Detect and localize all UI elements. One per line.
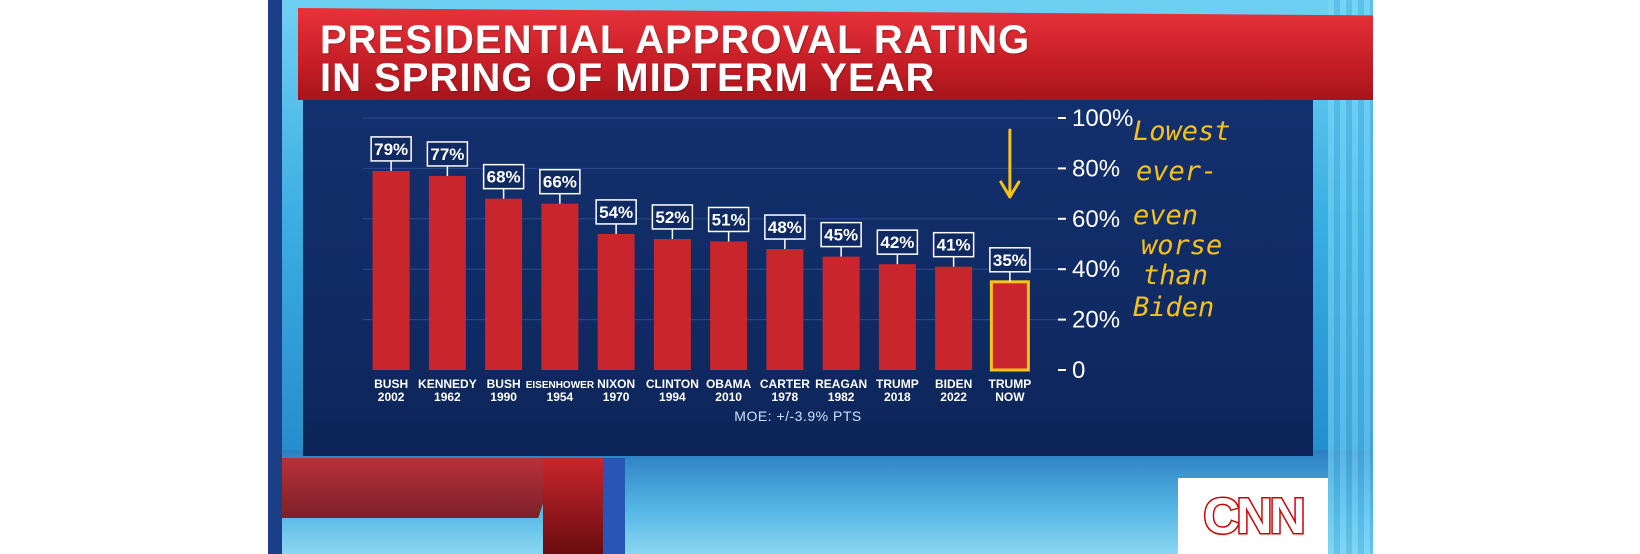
bar bbox=[710, 241, 748, 370]
value-label-box bbox=[595, 199, 637, 225]
title-banner: PRESIDENTIAL APPROVAL RATING IN SPRING O… bbox=[298, 8, 1373, 100]
category-label-name: BUSH bbox=[374, 377, 408, 391]
category-label-name: CLINTON bbox=[646, 377, 699, 391]
studio-red-panel-decoration bbox=[268, 458, 558, 518]
studio-edge-decoration bbox=[268, 0, 282, 554]
bar bbox=[597, 233, 635, 370]
value-label-box bbox=[764, 214, 806, 240]
value-label: 41% bbox=[937, 236, 971, 255]
value-label-box bbox=[820, 221, 862, 248]
approval-bar-chart: 020%40%60%80%100%79%BUSH200277%KENNEDY19… bbox=[363, 105, 1231, 424]
y-tick-label: 100% bbox=[1072, 105, 1133, 132]
category-label-name: BUSH bbox=[487, 377, 521, 391]
value-label: 48% bbox=[768, 218, 802, 237]
chart-panel: 0 20% 40% 60% 80% 100% 79% BUSH 2002 77% KENNEDY 19… bbox=[303, 100, 1313, 456]
moe-footnote: MOE: +/-3.9% PTS bbox=[734, 408, 861, 424]
category-label-year: 1970 bbox=[603, 390, 630, 404]
y-tick-label: 60% bbox=[1072, 206, 1120, 233]
category-label-name: BIDEN bbox=[935, 377, 972, 391]
handwritten-note-line: even bbox=[1133, 200, 1198, 231]
value-label: 68% bbox=[487, 168, 521, 187]
value-label-box bbox=[989, 247, 1031, 273]
category-label-name: NIXON bbox=[597, 377, 635, 391]
value-label-box bbox=[539, 168, 581, 195]
handwritten-note-line: Biden bbox=[1133, 292, 1214, 323]
category-label-year: 1978 bbox=[772, 390, 799, 404]
bar bbox=[878, 264, 916, 370]
value-label: 35% bbox=[993, 251, 1027, 270]
bar bbox=[372, 170, 410, 370]
value-label-box bbox=[482, 163, 525, 190]
category-label-name: REAGAN bbox=[815, 377, 867, 391]
category-label-name: TRUMP bbox=[989, 377, 1032, 391]
value-label: 54% bbox=[599, 203, 633, 222]
category-label-year: 1990 bbox=[490, 390, 517, 404]
category-label-year: NOW bbox=[995, 390, 1025, 404]
y-tick-label: 20% bbox=[1072, 307, 1120, 334]
bar bbox=[653, 238, 691, 370]
y-tick-label: 40% bbox=[1072, 256, 1120, 283]
value-label-box bbox=[651, 204, 694, 230]
category-label-year: 1962 bbox=[434, 390, 461, 404]
category-label-year: 1982 bbox=[828, 390, 855, 404]
bar bbox=[822, 256, 860, 370]
cnn-logo: CNN bbox=[1178, 478, 1328, 554]
category-label-name: KENNEDY bbox=[418, 377, 477, 391]
bar-highlighted bbox=[989, 280, 1030, 372]
y-tick-label: 0 bbox=[1072, 357, 1085, 384]
value-label-box bbox=[370, 136, 412, 162]
cnn-logo-text: CNN bbox=[1202, 487, 1307, 546]
chart-title-line-1: PRESIDENTIAL APPROVAL RATING bbox=[320, 18, 1031, 62]
handwritten-note-line: worse bbox=[1141, 230, 1222, 261]
category-label-year: 2010 bbox=[715, 390, 742, 404]
broadcast-frame: PRESIDENTIAL APPROVAL RATING IN SPRING O… bbox=[268, 0, 1373, 554]
bar bbox=[541, 203, 579, 370]
annotation-arrow-head-icon bbox=[999, 180, 1021, 199]
category-label-name: OBAMA bbox=[706, 377, 752, 391]
category-label-year: 1954 bbox=[547, 390, 574, 404]
handwritten-note-line: than bbox=[1143, 260, 1208, 291]
y-tick-label: 80% bbox=[1072, 155, 1120, 182]
value-label-box bbox=[707, 206, 750, 233]
category-label-name: EISENHOWER bbox=[526, 380, 595, 391]
bar bbox=[485, 198, 523, 370]
value-label: 77% bbox=[430, 145, 464, 164]
value-label: 42% bbox=[880, 233, 914, 252]
category-label-name: CARTER bbox=[760, 377, 810, 391]
studio-blue-pillar-decoration bbox=[603, 458, 625, 554]
bar bbox=[935, 266, 973, 370]
value-label: 52% bbox=[655, 208, 689, 227]
category-label-year: 2022 bbox=[940, 390, 967, 404]
value-label: 79% bbox=[374, 140, 408, 159]
value-label: 51% bbox=[712, 210, 746, 229]
category-label-year: 2002 bbox=[378, 390, 405, 404]
studio-red-pillar-decoration bbox=[543, 458, 603, 554]
value-label: 66% bbox=[543, 173, 577, 192]
category-label-year: 1994 bbox=[659, 390, 686, 404]
value-label: 45% bbox=[824, 226, 858, 245]
value-label-box bbox=[426, 141, 469, 167]
value-label-box bbox=[932, 231, 975, 258]
category-label-year: 2018 bbox=[884, 390, 911, 404]
value-label-box bbox=[876, 229, 919, 255]
category-label-name: TRUMP bbox=[876, 377, 919, 391]
bar bbox=[428, 175, 466, 370]
handwritten-note-line: ever- bbox=[1136, 156, 1217, 187]
handwritten-note-line: Lowest bbox=[1133, 116, 1231, 147]
chart-title-line-2: IN SPRING OF MIDTERM YEAR bbox=[320, 56, 936, 100]
bar bbox=[766, 249, 804, 370]
